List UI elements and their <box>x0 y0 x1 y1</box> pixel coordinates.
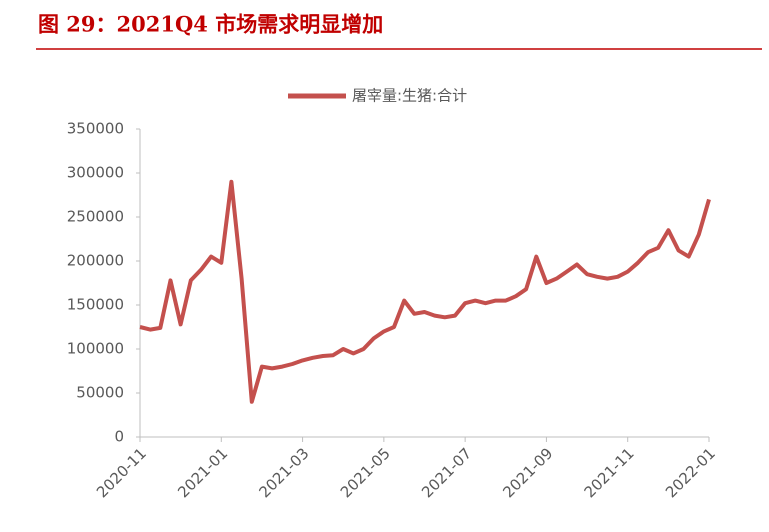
x-tick-label: 2021-07 <box>418 444 475 501</box>
y-tick-label: 200000 <box>67 252 124 270</box>
x-tick-label: 2020-11 <box>93 444 150 501</box>
x-tick-label: 2021-03 <box>256 444 313 501</box>
line-series <box>139 179 711 404</box>
x-tick-label: 2021-05 <box>337 444 394 501</box>
y-tick-label: 250000 <box>67 208 124 226</box>
y-tick-label: 150000 <box>67 296 124 314</box>
x-tick-label: 2022-01 <box>662 444 719 501</box>
y-tick-label: 50000 <box>76 384 124 402</box>
y-tick-label: 100000 <box>67 340 124 358</box>
x-tick-label: 2021-09 <box>499 444 556 501</box>
chart-title: 图 29：2021Q4 市场需求明显增加 <box>38 12 383 37</box>
x-tick-label: 2021-01 <box>174 444 231 501</box>
y-tick-label: 300000 <box>67 164 124 182</box>
y-tick-label: 0 <box>114 428 124 446</box>
y-tick-label: 350000 <box>67 120 124 138</box>
legend-label: 屠宰量:生猪:合计 <box>352 87 467 105</box>
x-tick-label: 2021-11 <box>581 444 638 501</box>
